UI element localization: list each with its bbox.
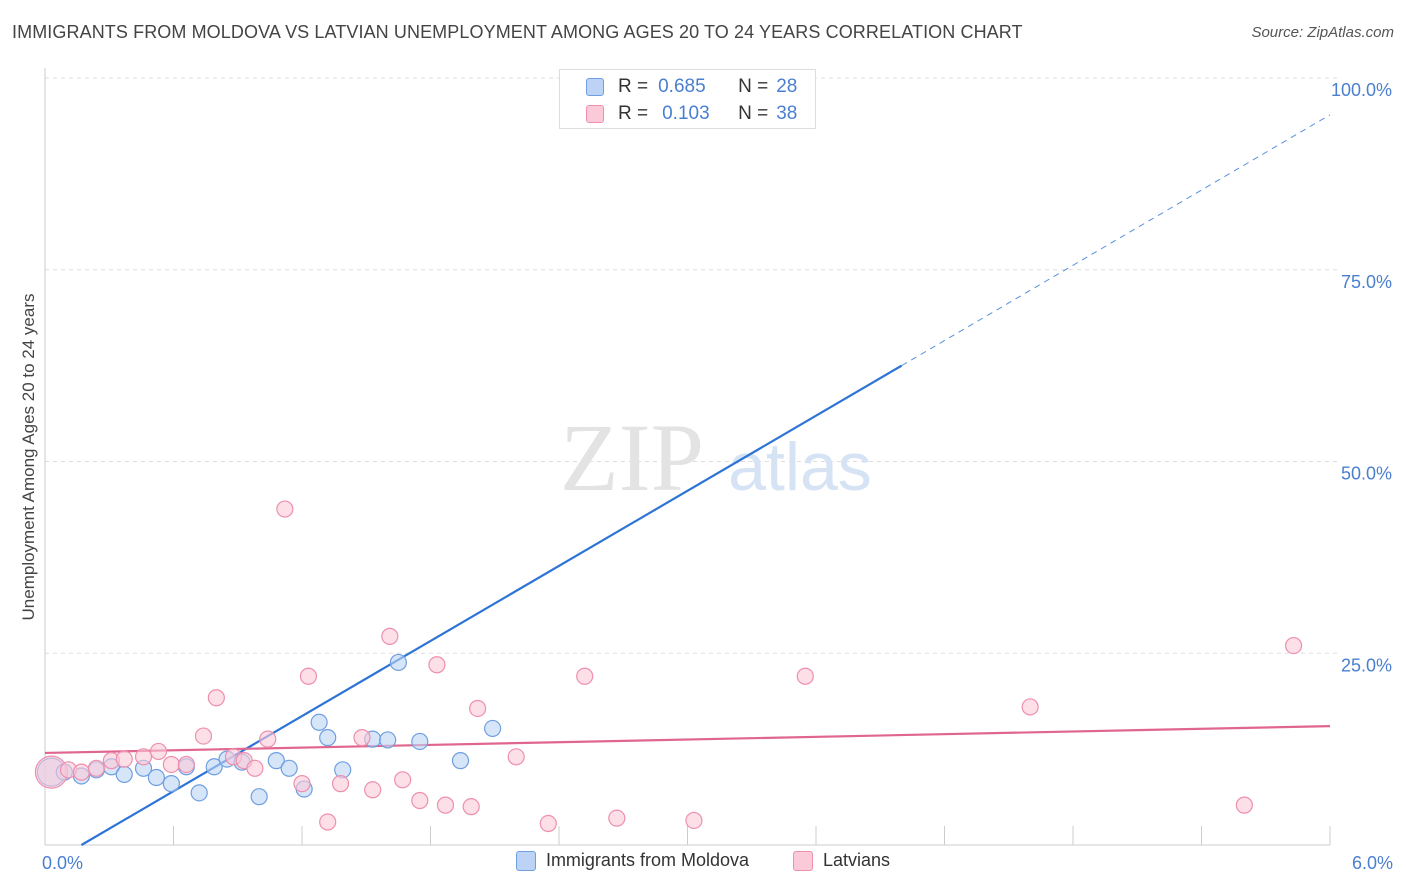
- point-moldova: [310, 713, 328, 731]
- point-latvians: [796, 667, 814, 685]
- trend-line-moldova-projection: [901, 114, 1331, 367]
- point-latvians: [319, 813, 337, 831]
- legend-r-label: R =: [618, 103, 649, 124]
- gridlines: [45, 77, 1340, 654]
- point-moldova: [162, 775, 180, 793]
- legend-swatch-pink: [793, 850, 813, 871]
- legend-row-moldova: R = 0.685 N = 28: [586, 74, 797, 100]
- point-latvians: [539, 814, 557, 833]
- point-latvians: [394, 771, 412, 789]
- legend-r-label: R =: [618, 76, 649, 97]
- legend-r-value: 0.685: [658, 76, 706, 97]
- point-moldova: [451, 752, 470, 770]
- point-moldova: [250, 788, 268, 806]
- point-latvians: [1021, 698, 1039, 716]
- legend-swatch-blue: [586, 78, 604, 96]
- watermark: ZIP atlas: [560, 404, 872, 511]
- legend-item-moldova: Immigrants from Moldova: [515, 850, 749, 871]
- y-tick-label: 25.0%: [1341, 655, 1392, 675]
- point-latvians: [436, 796, 455, 814]
- point-latvians: [149, 742, 168, 761]
- watermark-zip: ZIP: [560, 404, 704, 511]
- point-latvians: [162, 755, 180, 774]
- legend-label-moldova: Immigrants from Moldova: [545, 850, 749, 870]
- stats-legend: R = 0.685 N = 28 R = 0.103 N = 38: [559, 69, 816, 129]
- point-latvians: [576, 667, 594, 685]
- legend-n-label: N =: [738, 103, 769, 124]
- chart-title: IMMIGRANTS FROM MOLDOVA VS LATVIAN UNEMP…: [12, 22, 1023, 42]
- legend-n-label: N =: [738, 76, 769, 97]
- x-tick-label: 0.0%: [42, 853, 83, 873]
- point-moldova: [280, 759, 298, 777]
- point-latvians: [381, 627, 399, 645]
- legend-label-latvians: Latvians: [823, 850, 891, 870]
- legend-swatch-blue: [515, 850, 536, 871]
- series-legend: Immigrants from Moldova Latvians: [0, 850, 1406, 871]
- point-moldova: [389, 653, 407, 672]
- point-latvians: [1284, 636, 1303, 655]
- point-latvians: [293, 775, 311, 793]
- legend-n-value: 28: [776, 76, 798, 97]
- point-moldova: [379, 731, 397, 749]
- y-axis-label: Unemployment Among Ages 20 to 24 years: [19, 294, 38, 621]
- point-latvians: [411, 791, 429, 810]
- tick-labels: 25.0% 50.0% 75.0% 100.0% 0.0% 6.0%: [42, 80, 1393, 873]
- source-label: Source: ZipAtlas.com: [1251, 24, 1394, 41]
- point-latvians: [87, 759, 106, 777]
- point-latvians: [72, 763, 91, 781]
- point-latvians: [246, 759, 264, 777]
- point-latvians: [608, 809, 626, 827]
- point-latvians: [276, 500, 294, 518]
- point-latvians: [685, 811, 703, 830]
- point-latvians: [507, 748, 525, 766]
- point-moldova: [267, 752, 285, 770]
- watermark-atlas: atlas: [728, 429, 872, 505]
- trend-line-moldova: [80, 364, 903, 846]
- point-moldova: [115, 765, 133, 784]
- point-latvians: [353, 729, 371, 747]
- point-moldova: [147, 768, 165, 787]
- legend-row-latvians: R = 0.103 N = 38: [586, 101, 797, 127]
- legend-swatch-pink: [586, 105, 604, 123]
- point-latvians: [134, 748, 153, 766]
- point-latvians: [177, 755, 195, 774]
- y-tick-label: 75.0%: [1341, 272, 1392, 292]
- point-latvians: [115, 750, 133, 768]
- y-tick-label: 50.0%: [1341, 464, 1392, 484]
- axes: [44, 68, 1331, 846]
- point-latvians: [331, 775, 350, 793]
- point-moldova: [190, 784, 208, 802]
- y-tick-label: 100.0%: [1331, 80, 1392, 100]
- point-latvians: [364, 781, 382, 799]
- point-latvians: [462, 798, 480, 816]
- legend-item-latvians: Latvians: [793, 850, 890, 871]
- point-latvians: [207, 689, 225, 707]
- point-moldova: [411, 732, 429, 751]
- trend-line-latvians: [44, 725, 1331, 755]
- x-tick-label: 6.0%: [1352, 853, 1393, 873]
- point-moldova: [205, 758, 223, 776]
- point-moldova: [319, 729, 337, 747]
- point-latvians: [194, 727, 213, 745]
- legend-n-value: 38: [776, 103, 798, 124]
- point-latvians: [1235, 796, 1253, 814]
- point-latvians: [299, 667, 318, 685]
- point-latvians: [259, 730, 277, 748]
- legend-r-value: 0.103: [662, 103, 710, 124]
- point-latvians: [469, 699, 487, 718]
- point-moldova: [484, 719, 502, 738]
- point-latvians: [428, 656, 446, 674]
